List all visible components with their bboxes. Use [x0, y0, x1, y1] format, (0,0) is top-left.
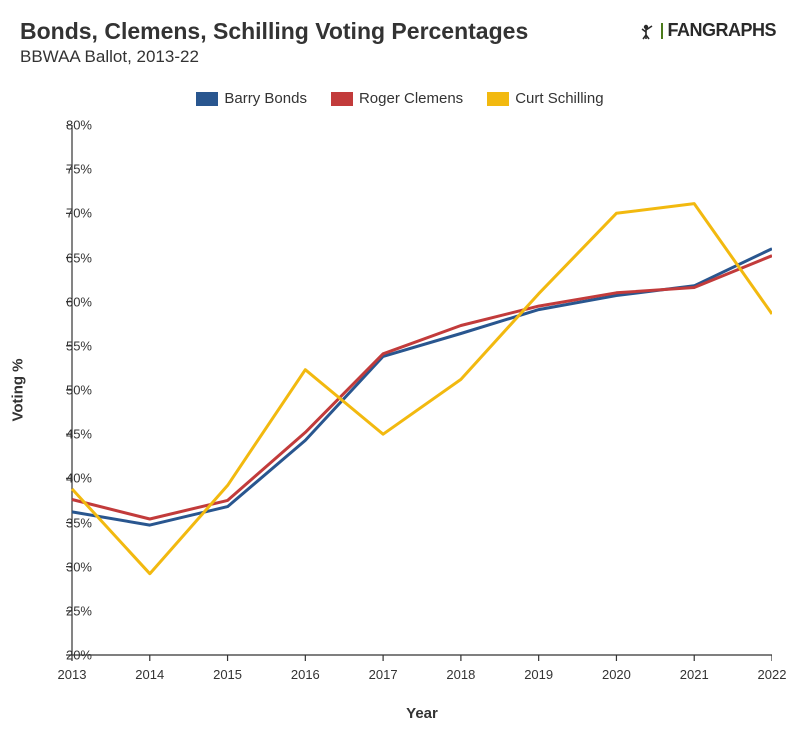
y-tick-label: 60%: [52, 294, 92, 309]
y-tick-label: 65%: [52, 250, 92, 265]
legend-label: Roger Clemens: [359, 90, 463, 107]
y-tick-label: 75%: [52, 162, 92, 177]
chart-subtitle: BBWAA Ballot, 2013-22: [20, 47, 780, 67]
x-tick-label: 2018: [446, 667, 475, 682]
y-tick-label: 20%: [52, 648, 92, 663]
legend-swatch: [487, 92, 509, 106]
x-tick-label: 2021: [680, 667, 709, 682]
chart-container: Bonds, Clemens, Schilling Voting Percent…: [0, 0, 800, 730]
plot-area: [72, 125, 772, 655]
x-axis-label: Year: [406, 705, 438, 722]
y-tick-label: 35%: [52, 515, 92, 530]
series-line: [72, 256, 772, 519]
y-tick-label: 55%: [52, 338, 92, 353]
x-tick-label: 2013: [58, 667, 87, 682]
chart-legend: Barry Bonds Roger Clemens Curt Schilling: [0, 90, 800, 107]
legend-swatch: [196, 92, 218, 106]
legend-item: Curt Schilling: [487, 90, 603, 107]
legend-item: Barry Bonds: [196, 90, 307, 107]
logo-text: FANGRAPHS: [667, 20, 776, 41]
y-tick-label: 45%: [52, 427, 92, 442]
x-tick-label: 2016: [291, 667, 320, 682]
x-tick-label: 2017: [369, 667, 398, 682]
y-tick-label: 80%: [52, 118, 92, 133]
x-tick-label: 2015: [213, 667, 242, 682]
logo-icon: [641, 22, 659, 40]
y-tick-label: 25%: [52, 603, 92, 618]
y-tick-label: 30%: [52, 559, 92, 574]
legend-label: Curt Schilling: [515, 90, 603, 107]
y-axis-label: Voting %: [10, 358, 27, 421]
y-tick-label: 40%: [52, 471, 92, 486]
plot-svg: [64, 125, 772, 665]
legend-label: Barry Bonds: [224, 90, 307, 107]
x-tick-label: 2014: [135, 667, 164, 682]
y-tick-label: 50%: [52, 383, 92, 398]
x-tick-label: 2020: [602, 667, 631, 682]
fangraphs-logo: FANGRAPHS: [641, 20, 776, 41]
legend-swatch: [331, 92, 353, 106]
x-tick-label: 2019: [524, 667, 553, 682]
y-tick-label: 70%: [52, 206, 92, 221]
legend-item: Roger Clemens: [331, 90, 463, 107]
x-tick-label: 2022: [758, 667, 787, 682]
